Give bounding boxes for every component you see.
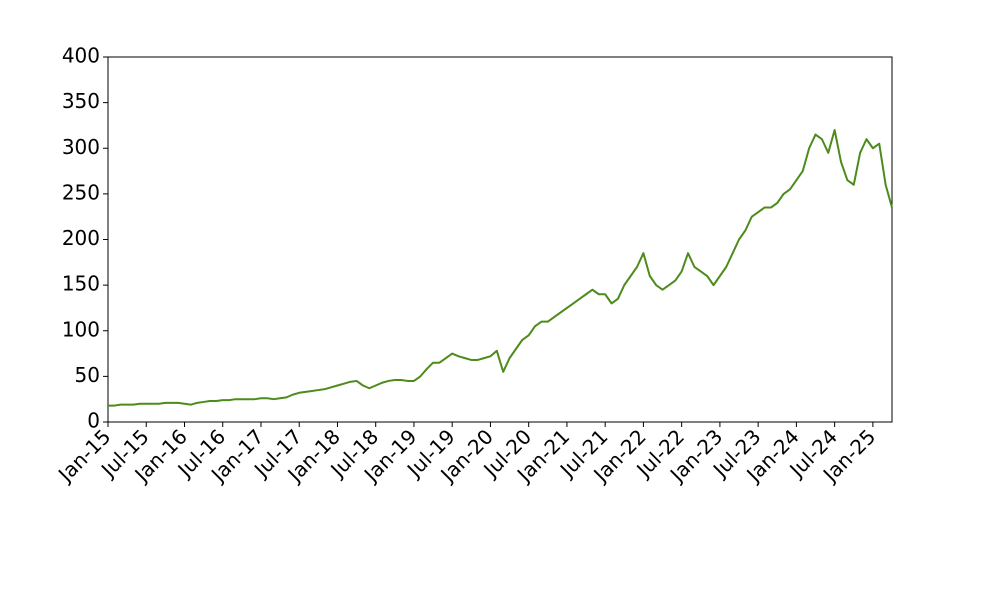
plot-frame [107,56,893,423]
y-tick-label: 300 [62,135,100,159]
y-tick-label: 350 [62,89,100,113]
y-tick-label: 250 [62,180,100,204]
y-tick-label: 400 [62,44,100,68]
line [108,129,893,407]
y-tick-label: 100 [62,317,100,341]
y-tick-label: 0 [87,409,100,433]
y-tick-label: 200 [62,226,100,250]
y-tick-label: 150 [62,272,100,296]
y-tick-label: 50 [75,363,100,387]
